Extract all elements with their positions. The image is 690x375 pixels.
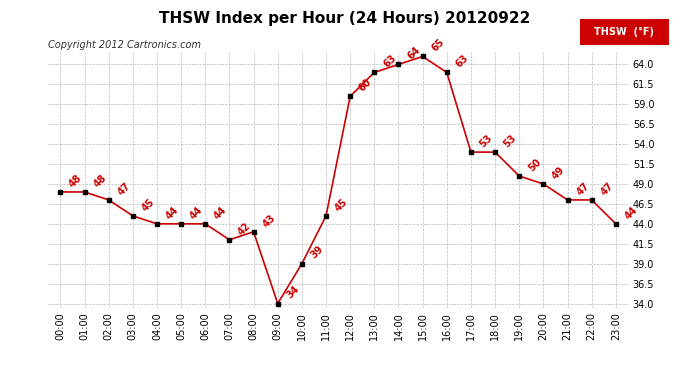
Text: 63: 63 <box>454 53 471 70</box>
Text: 49: 49 <box>551 165 567 181</box>
Text: 44: 44 <box>213 204 229 221</box>
Text: 53: 53 <box>478 133 495 149</box>
Text: 45: 45 <box>140 196 157 213</box>
Text: 45: 45 <box>333 196 350 213</box>
Text: 44: 44 <box>623 204 640 221</box>
Text: 43: 43 <box>261 212 277 229</box>
Text: 50: 50 <box>526 157 543 173</box>
Text: 44: 44 <box>164 204 181 221</box>
Text: 53: 53 <box>502 133 519 149</box>
Text: 34: 34 <box>285 284 302 301</box>
Text: 47: 47 <box>599 180 615 197</box>
Text: 63: 63 <box>382 53 398 70</box>
Text: 47: 47 <box>575 180 591 197</box>
Text: 39: 39 <box>309 244 326 261</box>
Text: 65: 65 <box>430 37 446 54</box>
Text: THSW Index per Hour (24 Hours) 20120922: THSW Index per Hour (24 Hours) 20120922 <box>159 11 531 26</box>
Text: 64: 64 <box>406 45 422 62</box>
Text: Copyright 2012 Cartronics.com: Copyright 2012 Cartronics.com <box>48 40 201 50</box>
Text: 60: 60 <box>357 77 374 93</box>
Text: 48: 48 <box>68 172 84 189</box>
Text: 42: 42 <box>237 220 253 237</box>
Text: 47: 47 <box>116 180 132 197</box>
Text: THSW  (°F): THSW (°F) <box>595 27 654 37</box>
Text: 44: 44 <box>188 204 205 221</box>
Text: 48: 48 <box>92 172 108 189</box>
